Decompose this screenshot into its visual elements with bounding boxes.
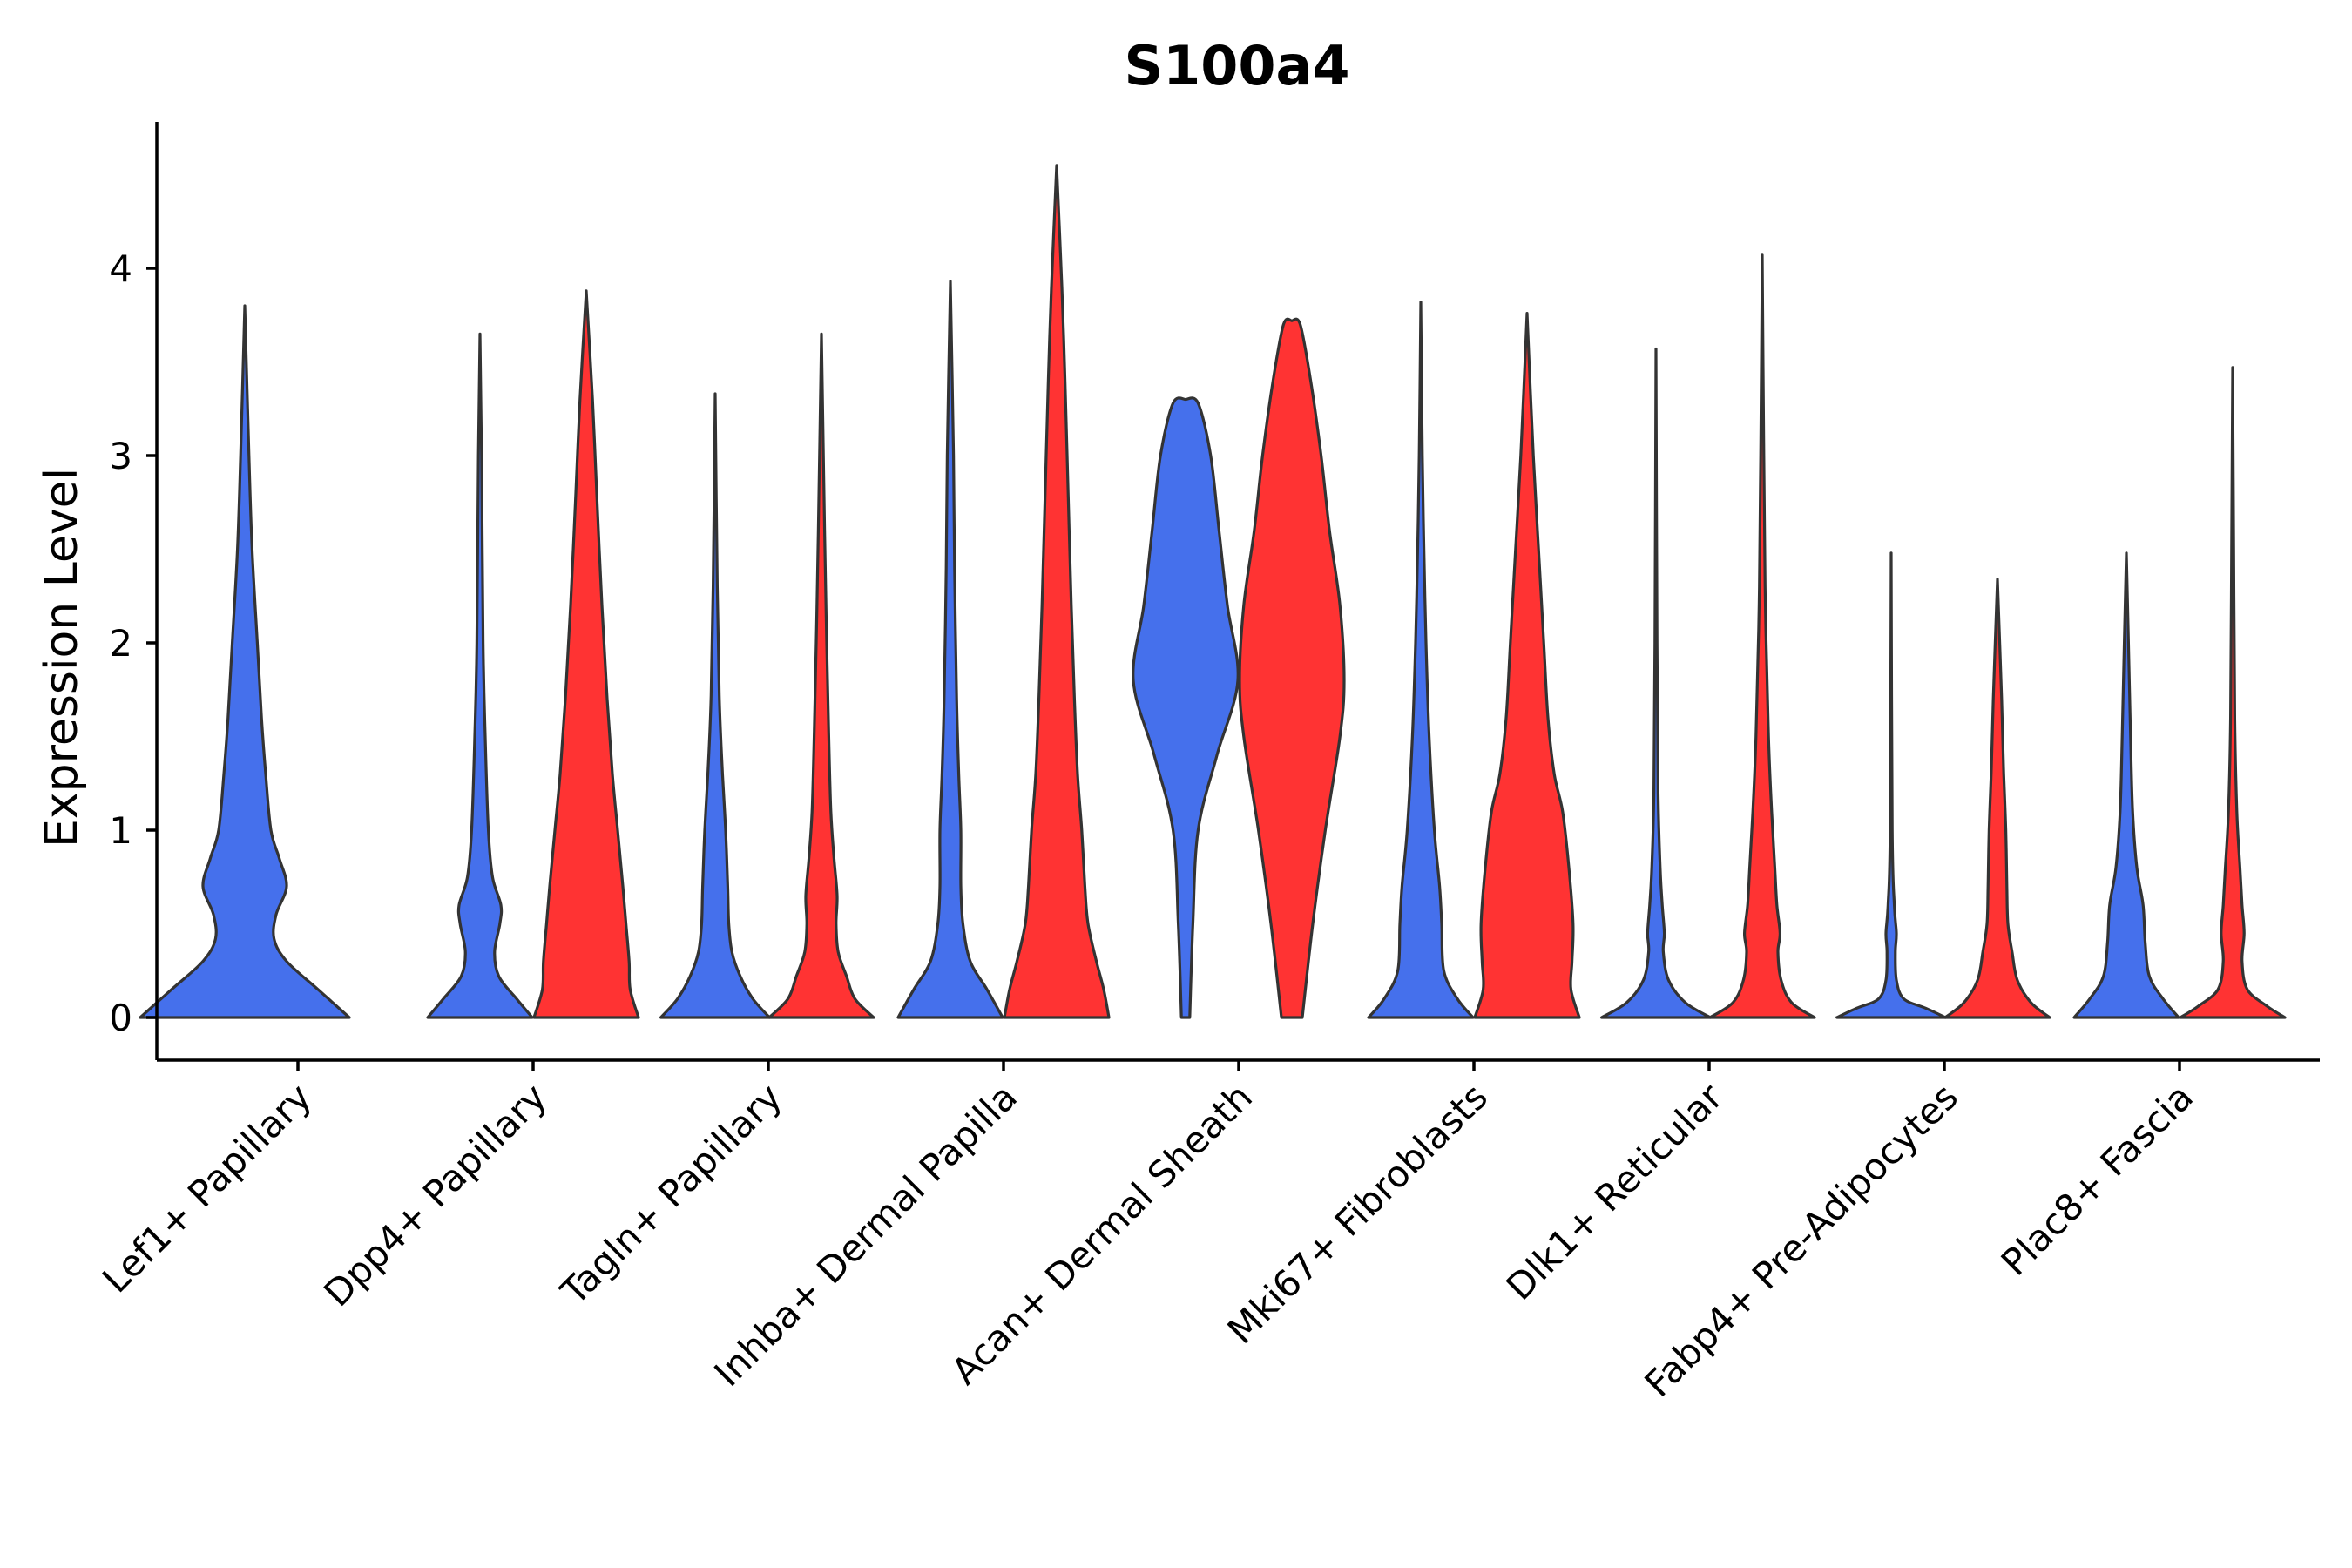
violin-group1-4 (896, 280, 1004, 1019)
x-tick-label: Lef1+ Papillary (94, 1075, 320, 1301)
violin-group1-7 (1600, 347, 1712, 1019)
y-tick-label: 2 (109, 622, 132, 665)
y-tick-label: 1 (109, 809, 132, 852)
violin-layer (139, 164, 2287, 1019)
violin-group2-7 (1708, 253, 1816, 1019)
violin-group1-3 (659, 392, 771, 1019)
violin-group2-8 (1943, 578, 2051, 1019)
violin-group1-5 (1132, 396, 1240, 1019)
x-tick-label: Plac8+ Fascia (1993, 1075, 2201, 1283)
chart-title: S100a4 (1124, 34, 1349, 98)
x-tick-label: Mki67+ Fibroblasts (1220, 1075, 1496, 1351)
violin-group2-6 (1473, 312, 1581, 1019)
violin-group2-4 (1003, 164, 1111, 1019)
violin-group1-9 (2072, 551, 2180, 1019)
y-axis-label: Expression Level (36, 468, 88, 848)
y-ticks: 0 1 2 3 4 (109, 247, 157, 1039)
y-tick-label: 3 (109, 435, 132, 477)
violin-group2-2 (532, 289, 640, 1019)
violin-group2-5 (1238, 317, 1346, 1019)
violin-group2-3 (767, 332, 875, 1019)
violin-group1-2 (426, 332, 534, 1019)
x-tick-label: Tagln+ Papillary (552, 1075, 790, 1313)
violin-group1-8 (1835, 551, 1947, 1019)
x-tick-label: Dlk1+ Reticular (1498, 1075, 1732, 1308)
violin-group1-6 (1367, 301, 1475, 1019)
x-tick-label: Dpp4+ Papillary (315, 1075, 555, 1315)
y-tick-label: 4 (109, 247, 132, 290)
y-tick-label: 0 (109, 997, 132, 1039)
violin-group1-1 (139, 304, 351, 1019)
violin-group2-9 (2179, 366, 2287, 1019)
